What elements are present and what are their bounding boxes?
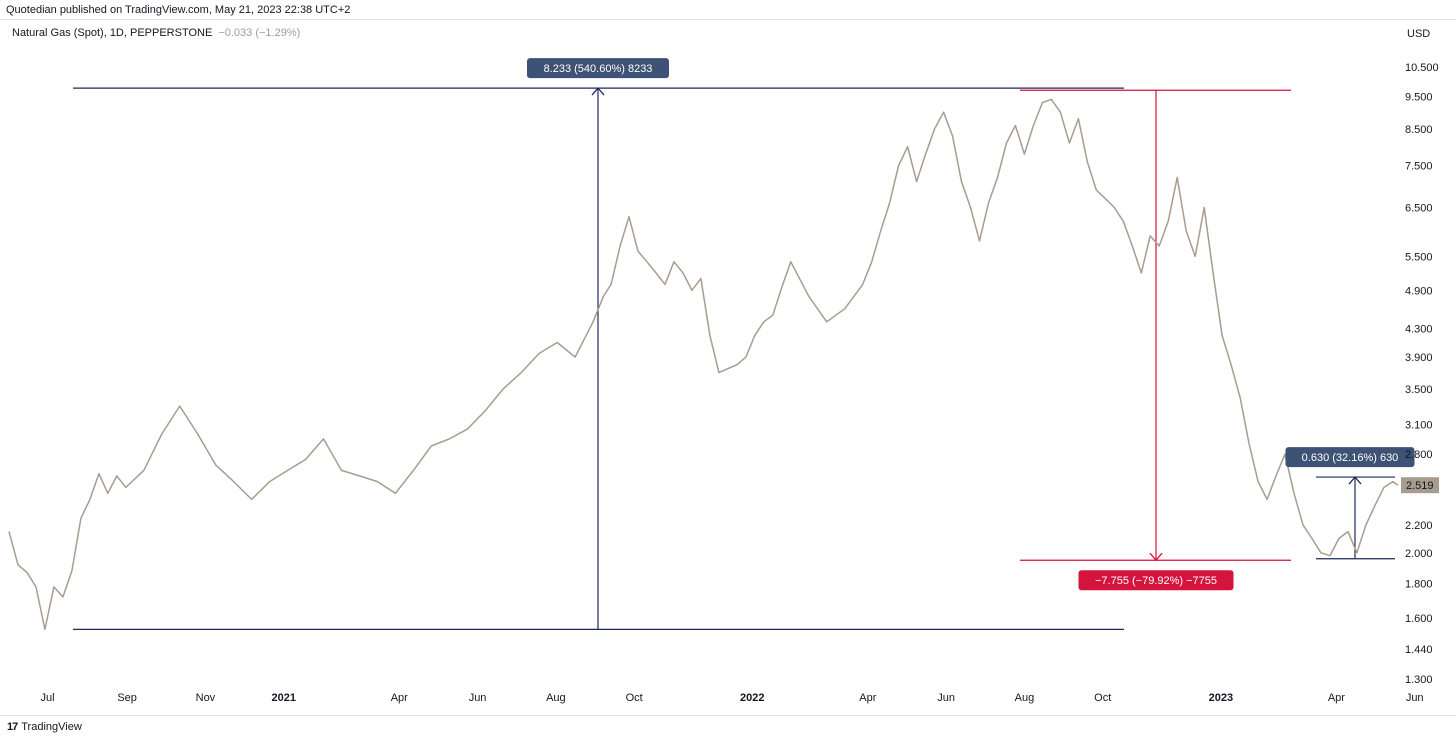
symbol-legend: Natural Gas (Spot), 1D, PEPPERSTONE −0.03…	[12, 27, 300, 39]
y-tick-label: 2.200	[1405, 520, 1433, 532]
y-tick-label: 3.100	[1405, 419, 1433, 431]
measurement-labels: 8.233 (540.60%) 8233 −7.755 (−79.92%) −77…	[527, 58, 1415, 591]
x-tick-label: 2022	[740, 692, 764, 704]
measure-label-text: 0.630 (32.16%) 630	[1302, 452, 1399, 464]
x-tick-label: Oct	[1094, 692, 1111, 704]
y-tick-label: 3.500	[1405, 384, 1433, 396]
y-tick-label: 2.800	[1405, 449, 1433, 461]
x-tick-label: Jun	[1406, 692, 1424, 704]
measure-arrow-icon	[1149, 552, 1163, 562]
price-series-line	[8, 98, 1399, 631]
y-tick-label: 8.500	[1405, 124, 1433, 136]
x-tick-label: Jul	[40, 692, 54, 704]
symbol-name[interactable]: Natural Gas (Spot), 1D, PEPPERSTONE	[12, 27, 213, 39]
y-tick-label: 5.500	[1405, 251, 1433, 263]
y-tick-label: 1.600	[1405, 613, 1433, 625]
last-price-badge	[1401, 477, 1439, 494]
y-tick-label: 2.000	[1405, 548, 1433, 560]
measure-label-text: 8.233 (540.60%) 8233	[544, 63, 653, 75]
x-axis[interactable]: Jul Sep Nov 2021 Apr Jun Aug Oct 2022 Apr Jun Aug Oc…	[40, 692, 1423, 704]
currency-label: USD	[1407, 28, 1431, 40]
y-tick-label: 10.500	[1405, 62, 1439, 74]
measure-label-text: −7.755 (−79.92%) −7755	[1095, 575, 1217, 587]
y-tick-label: 6.500	[1405, 202, 1433, 214]
x-tick-label: Nov	[196, 692, 216, 704]
y-axis[interactable]: 10.500 9.500 8.500 7.500 6.500 5.500 4.900 4.30…	[1401, 62, 1439, 686]
x-tick-label: Jun	[469, 692, 487, 704]
x-tick-label: Jun	[937, 692, 955, 704]
footer: 17 TradingView	[0, 715, 1456, 739]
x-tick-label: Aug	[1015, 692, 1035, 704]
y-tick-label: 4.900	[1405, 285, 1433, 297]
measure-label-badge	[527, 58, 669, 79]
measure-label-badge	[1285, 447, 1415, 468]
x-tick-label: 2023	[1209, 692, 1233, 704]
y-tick-label: 1.300	[1405, 674, 1433, 686]
tradingview-logo-icon[interactable]: 17	[7, 721, 18, 733]
tradingview-brand[interactable]: TradingView	[21, 721, 82, 733]
measure-label-badge	[1078, 570, 1234, 591]
measure-arrow-icon	[1348, 476, 1362, 485]
x-tick-label: Aug	[546, 692, 566, 704]
x-tick-label: Apr	[1328, 692, 1345, 704]
x-tick-label: Apr	[391, 692, 408, 704]
y-tick-label: 3.900	[1405, 352, 1433, 364]
measure-arrow-icon	[591, 87, 605, 96]
x-tick-label: Sep	[117, 692, 137, 704]
y-tick-label: 7.500	[1405, 161, 1433, 173]
y-tick-label: 1.440	[1405, 644, 1433, 656]
y-tick-label: 9.500	[1405, 91, 1433, 103]
y-tick-label: 4.300	[1405, 324, 1433, 336]
last-price-label: 2.519	[1406, 480, 1434, 492]
y-tick-label: 1.800	[1405, 579, 1433, 591]
x-tick-label: 2021	[271, 692, 295, 704]
measurement-tools[interactable]	[73, 87, 1395, 630]
price-change: −0.033 (−1.29%)	[218, 27, 301, 39]
published-header: Quotedian published on TradingView.com, …	[0, 0, 1456, 20]
x-tick-label: Apr	[859, 692, 876, 704]
x-tick-label: Oct	[626, 692, 643, 704]
price-chart[interactable]: 8.233 (540.60%) 8233 −7.755 (−79.92%) −77…	[0, 0, 1456, 715]
